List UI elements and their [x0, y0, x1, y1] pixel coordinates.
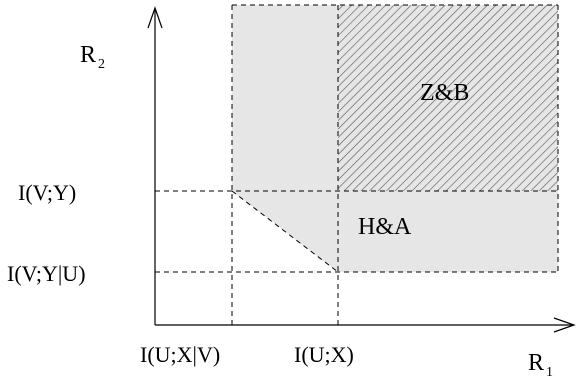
y-axis-arrow — [147, 6, 163, 29]
zb-region — [338, 5, 558, 191]
y-tick-iv-y: I(V;Y) — [18, 180, 76, 205]
axes — [147, 6, 576, 333]
corner-diagonal — [231, 190, 339, 273]
y-axis-label-sub: 2 — [98, 57, 105, 72]
x-axis-label-sub: 1 — [546, 365, 553, 380]
x-axis-arrow — [553, 317, 576, 333]
x-tick-iu-x: I(U;X) — [294, 342, 354, 367]
ha-region-label: H&A — [358, 214, 412, 240]
zb-region-label: Z&B — [420, 80, 469, 106]
y-tick-iv-yu: I(V;Y|U) — [7, 261, 86, 286]
x-tick-iu-xv: I(U;X|V) — [140, 342, 220, 367]
guide-lines — [155, 4, 559, 325]
